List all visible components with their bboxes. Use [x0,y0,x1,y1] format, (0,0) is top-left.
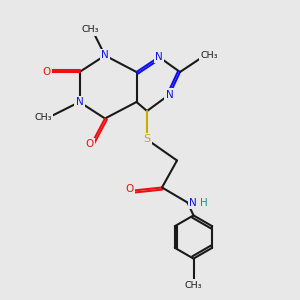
Text: CH₃: CH₃ [185,280,202,290]
Text: S: S [143,134,151,145]
Text: N: N [189,197,196,208]
Text: O: O [126,184,134,194]
Text: CH₃: CH₃ [82,26,99,34]
Text: O: O [42,67,51,77]
Text: H: H [200,197,208,208]
Text: N: N [76,97,83,107]
Text: N: N [166,89,173,100]
Text: CH₃: CH₃ [200,51,218,60]
Text: O: O [86,139,94,149]
Text: CH₃: CH₃ [34,112,52,122]
Text: N: N [101,50,109,61]
Text: N: N [155,52,163,62]
